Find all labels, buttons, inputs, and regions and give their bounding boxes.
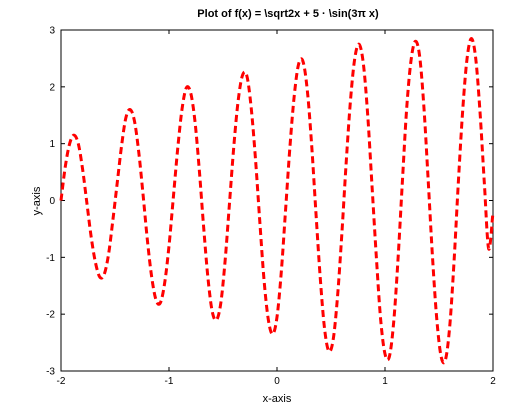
x-axis-label: x-axis <box>263 393 292 405</box>
series-line <box>59 37 495 365</box>
chart-title: Plot of f(x) = \sqrt2x + 5 · \sin(3π x) <box>197 8 379 20</box>
series-layer <box>59 37 495 365</box>
y-tick-label: 1 <box>49 139 55 150</box>
y-tick-label: -3 <box>46 367 55 378</box>
y-tick-label: 3 <box>49 26 55 37</box>
x-tick-label: -2 <box>57 376 66 387</box>
x-tick-label: 2 <box>490 376 496 387</box>
y-tick-label: 2 <box>49 82 55 93</box>
y-axis-label: y-axis <box>31 186 43 215</box>
x-tick-label: 0 <box>274 376 280 387</box>
x-tick-label: -1 <box>165 376 174 387</box>
y-tick-label: -1 <box>46 253 55 264</box>
y-tick-label: -2 <box>46 310 55 321</box>
x-tick-label: 1 <box>382 376 388 387</box>
y-tick-label: 0 <box>49 196 55 207</box>
y-axis-ticks: -3 -2 -1 0 1 2 3 <box>46 26 493 378</box>
x-axis-ticks: -2 -1 0 1 2 <box>57 30 496 387</box>
